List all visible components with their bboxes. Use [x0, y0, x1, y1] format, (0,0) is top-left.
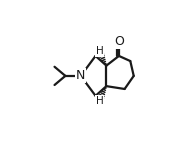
Text: H: H	[96, 46, 103, 56]
Text: H: H	[96, 96, 103, 106]
Text: O: O	[114, 35, 124, 48]
Text: N: N	[76, 69, 85, 82]
